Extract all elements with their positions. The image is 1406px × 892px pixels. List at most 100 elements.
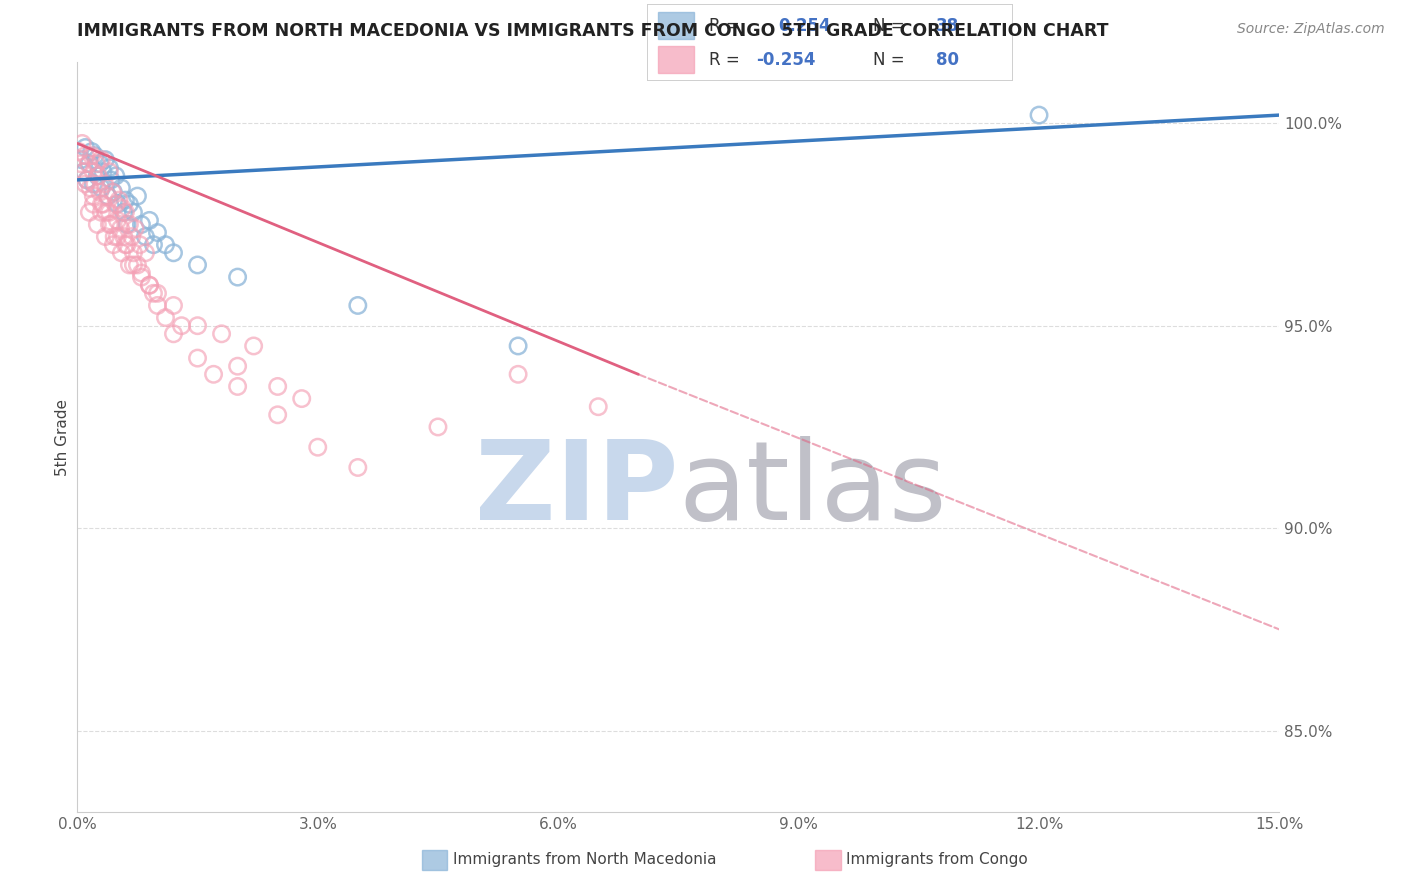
Point	[122, 258, 145, 272]
Point	[110, 221, 132, 235]
Point	[226, 270, 249, 285]
Point	[162, 326, 184, 341]
Point	[186, 258, 209, 272]
Point	[112, 229, 135, 244]
Point	[90, 197, 112, 211]
Point	[111, 201, 134, 215]
Point	[84, 148, 107, 162]
FancyBboxPatch shape	[658, 12, 695, 38]
Point	[91, 197, 114, 211]
Point	[508, 339, 530, 353]
Text: Immigrants from North Macedonia: Immigrants from North Macedonia	[453, 853, 716, 867]
Point	[138, 213, 160, 227]
Text: 80: 80	[935, 51, 959, 69]
Point	[79, 205, 101, 219]
Point	[82, 189, 104, 203]
Point	[146, 298, 169, 312]
Point	[97, 189, 120, 203]
Point	[107, 229, 129, 244]
Point	[76, 173, 98, 187]
Point	[146, 286, 169, 301]
Point	[75, 148, 97, 162]
Point	[94, 153, 117, 167]
Point	[96, 205, 118, 219]
Point	[89, 157, 111, 171]
Point	[186, 351, 209, 365]
Point	[94, 229, 117, 244]
Text: N =: N =	[873, 17, 910, 35]
Point	[127, 189, 149, 203]
Point	[70, 153, 93, 167]
Point	[138, 278, 160, 293]
Point	[104, 197, 127, 211]
Point	[75, 177, 97, 191]
Point	[90, 153, 112, 167]
Point	[267, 408, 290, 422]
Point	[346, 460, 368, 475]
Point	[103, 185, 125, 199]
Point	[131, 266, 153, 280]
Point	[75, 140, 97, 154]
Point	[90, 205, 112, 219]
Point	[98, 161, 121, 175]
Point	[142, 286, 165, 301]
Point	[170, 318, 193, 333]
Point	[69, 157, 91, 171]
Point	[118, 258, 141, 272]
FancyBboxPatch shape	[658, 46, 695, 73]
Point	[82, 165, 104, 179]
Point	[80, 145, 103, 159]
Point	[98, 205, 121, 219]
Point	[93, 177, 115, 191]
Text: N =: N =	[873, 51, 910, 69]
Text: R =: R =	[709, 51, 745, 69]
Point	[82, 177, 104, 191]
Point	[112, 205, 135, 219]
Point	[103, 229, 125, 244]
Point	[70, 136, 93, 151]
Point	[73, 165, 96, 179]
Point	[110, 245, 132, 260]
Point	[127, 258, 149, 272]
Point	[107, 197, 129, 211]
Text: Immigrants from Congo: Immigrants from Congo	[846, 853, 1028, 867]
Point	[122, 245, 145, 260]
Point	[79, 157, 101, 171]
Point	[124, 221, 146, 235]
Point	[134, 229, 156, 244]
Point	[101, 185, 124, 199]
Point	[508, 368, 530, 382]
Point	[267, 379, 290, 393]
Point	[115, 218, 138, 232]
Point	[98, 218, 121, 232]
Text: 38: 38	[935, 17, 959, 35]
Point	[155, 310, 177, 325]
Point	[82, 197, 104, 211]
Point	[588, 400, 610, 414]
Point	[91, 165, 114, 179]
Point	[110, 181, 132, 195]
Point	[131, 270, 153, 285]
Point	[100, 218, 122, 232]
Text: atlas: atlas	[679, 436, 946, 543]
Point	[307, 440, 329, 454]
Point	[242, 339, 264, 353]
Point	[211, 326, 233, 341]
Point	[89, 185, 111, 199]
Point	[291, 392, 314, 406]
Point	[118, 197, 141, 211]
Point	[146, 226, 169, 240]
Point	[86, 218, 108, 232]
Point	[226, 359, 249, 374]
Y-axis label: 5th Grade: 5th Grade	[55, 399, 70, 475]
Text: -0.254: -0.254	[756, 51, 815, 69]
Point	[226, 379, 249, 393]
Point	[107, 213, 129, 227]
Point	[100, 173, 122, 187]
Point	[162, 298, 184, 312]
Point	[427, 420, 450, 434]
Point	[97, 189, 120, 203]
Text: R =: R =	[709, 17, 751, 35]
Text: Source: ZipAtlas.com: Source: ZipAtlas.com	[1237, 22, 1385, 37]
Point	[86, 157, 108, 171]
